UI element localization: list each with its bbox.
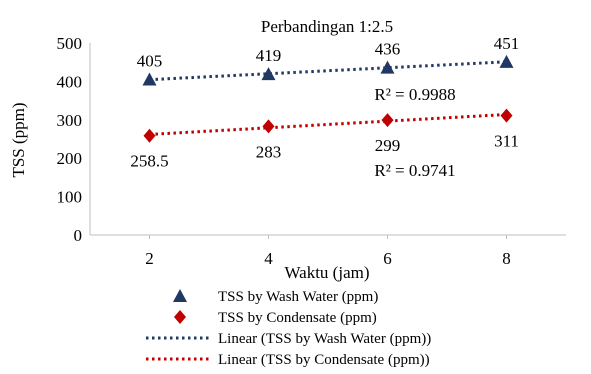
- plot-area: 0 100 200 300 400 500 2 4 6 8 R² = 0.9988 R² = 0.97…: [57, 34, 566, 268]
- x-tick-label: 8: [502, 249, 511, 268]
- data-label-0: 436: [375, 40, 401, 59]
- data-point-1: [262, 119, 275, 134]
- x-tick-label: 6: [383, 249, 392, 268]
- data-label-1: 299: [375, 136, 401, 155]
- data-point-0: [380, 60, 395, 74]
- data-label-1: 311: [494, 132, 519, 151]
- x-tick-label: 2: [145, 249, 154, 268]
- legend: TSS by Wash Water (ppm) TSS by Condensate…: [146, 289, 431, 368]
- y-axis-label: TSS (ppm): [9, 102, 28, 177]
- legend-label-0: TSS by Wash Water (ppm): [218, 289, 378, 305]
- y-tick-label: 300: [57, 111, 83, 130]
- data-point-1: [143, 128, 156, 143]
- y-tick-label: 400: [57, 72, 83, 91]
- y-tick-label: 100: [57, 188, 83, 207]
- legend-marker-0: [173, 289, 187, 302]
- r-squared-label-0: R² = 0.9988: [374, 85, 455, 104]
- data-label-0: 451: [494, 34, 520, 53]
- legend-label-1: TSS by Condensate (ppm): [218, 310, 377, 326]
- data-point-0: [499, 54, 514, 68]
- data-point-1: [500, 108, 513, 123]
- x-tick-label: 4: [264, 249, 273, 268]
- data-label-1: 258.5: [130, 152, 168, 171]
- trendline-1: [149, 112, 507, 136]
- y-tick-label: 200: [57, 149, 83, 168]
- legend-marker-1: [174, 310, 186, 324]
- y-tick-label: 0: [74, 226, 83, 245]
- data-point-0: [261, 67, 276, 81]
- x-axis-label: Waktu (jam): [284, 263, 369, 282]
- data-label-1: 283: [256, 142, 282, 161]
- trendline-0: [149, 60, 507, 82]
- data-point-1: [381, 113, 394, 128]
- y-tick-label: 500: [57, 34, 83, 53]
- data-label-0: 419: [256, 46, 282, 65]
- chart-title: Perbandingan 1:2.5: [261, 17, 393, 36]
- legend-trendline-label-1: Linear (TSS by Condensate (ppm)): [218, 352, 430, 368]
- r-squared-label-1: R² = 0.9741: [374, 161, 455, 180]
- legend-trendline-label-0: Linear (TSS by Wash Water (ppm)): [218, 331, 431, 347]
- data-point-0: [142, 72, 157, 86]
- data-label-0: 405: [137, 51, 163, 70]
